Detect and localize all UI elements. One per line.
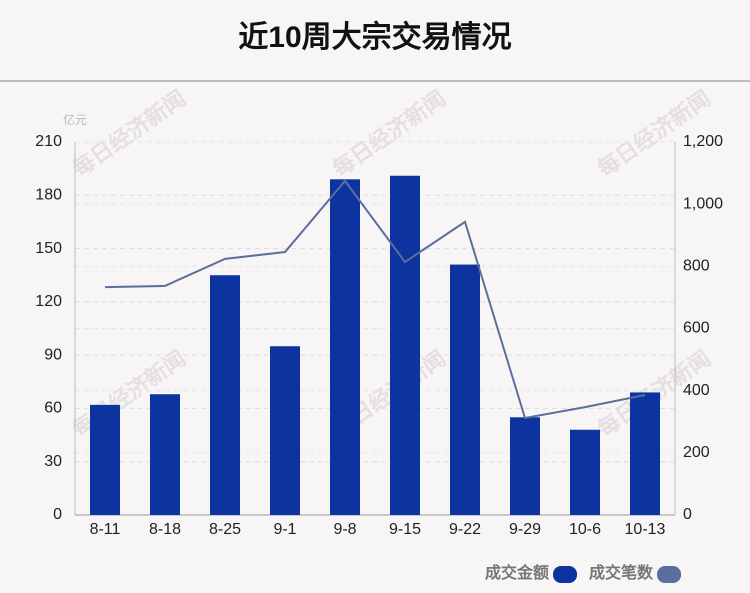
y-tick-label: 120 (35, 293, 62, 310)
bar (390, 175, 420, 515)
y-tick-label: 150 (35, 240, 62, 257)
bar (210, 275, 240, 515)
y-tick-label: 210 (35, 133, 62, 150)
legend-label: 成交笔数 (589, 563, 654, 582)
x-tick-label: 10-6 (569, 521, 601, 538)
x-tick-label: 8-18 (149, 521, 181, 538)
y2-tick-label: 400 (683, 382, 710, 399)
legend-swatch (553, 566, 578, 583)
x-tick-label: 9-8 (333, 521, 356, 538)
line (104, 179, 646, 420)
bar (570, 429, 600, 515)
bar (270, 346, 300, 515)
chart-title: 近10周大宗交易情况 (238, 20, 511, 54)
y2-tick-label: 1,200 (683, 133, 723, 150)
bar (90, 404, 120, 515)
x-tick-label: 8-25 (209, 521, 241, 538)
x-tick-label: 9-22 (449, 521, 481, 538)
y-tick-label: 60 (44, 400, 62, 417)
bar (510, 417, 540, 515)
bar (330, 179, 360, 516)
y-tick-label: 90 (44, 346, 62, 363)
legend-label: 成交金额 (485, 563, 549, 582)
x-tick-label: 9-1 (273, 521, 296, 538)
legend-swatch (657, 566, 682, 583)
x-tick-label: 10-13 (625, 521, 666, 538)
y2-tick-label: 800 (683, 258, 710, 275)
bar (630, 392, 660, 515)
y2-tick-label: 600 (683, 320, 710, 337)
y-tick-label: 30 (44, 453, 62, 470)
y-unit: 亿元 (63, 112, 87, 127)
y-tick-label: 180 (35, 187, 62, 204)
y-tick-label: 0 (53, 506, 62, 523)
x-tick-label: 9-15 (389, 521, 421, 538)
bar (450, 264, 480, 515)
x-tick-label: 9-29 (509, 521, 541, 538)
x-tick-label: 8-11 (90, 521, 121, 538)
y2-tick-label: 1,000 (683, 195, 723, 212)
y2-tick-label: 0 (683, 506, 692, 523)
y2-tick-label: 200 (683, 444, 710, 461)
bar (150, 394, 180, 515)
